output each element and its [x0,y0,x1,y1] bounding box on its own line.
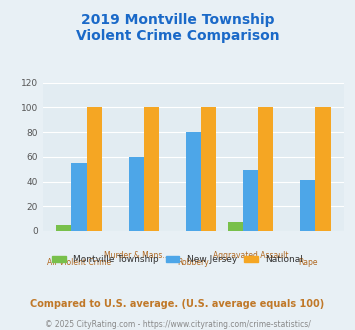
Legend: Montville Township, New Jersey, National: Montville Township, New Jersey, National [49,251,306,268]
Text: Rape: Rape [298,258,318,267]
Bar [228,222,243,231]
Bar [144,107,159,231]
Text: Murder & Mans...: Murder & Mans... [104,251,169,260]
Bar [129,157,144,231]
Bar [56,225,71,231]
Bar [316,107,331,231]
Bar [243,170,258,231]
Text: All Violent Crime: All Violent Crime [47,258,111,267]
Bar [186,132,201,231]
Text: Robbery: Robbery [178,258,209,267]
Bar [87,107,102,231]
Text: Aggravated Assault: Aggravated Assault [213,251,288,260]
Bar [258,107,273,231]
Bar [201,107,216,231]
Text: © 2025 CityRating.com - https://www.cityrating.com/crime-statistics/: © 2025 CityRating.com - https://www.city… [45,320,310,329]
Bar [71,163,87,231]
Bar [300,180,316,231]
Text: 2019 Montville Township
Violent Crime Comparison: 2019 Montville Township Violent Crime Co… [76,13,279,44]
Text: Compared to U.S. average. (U.S. average equals 100): Compared to U.S. average. (U.S. average … [31,299,324,309]
